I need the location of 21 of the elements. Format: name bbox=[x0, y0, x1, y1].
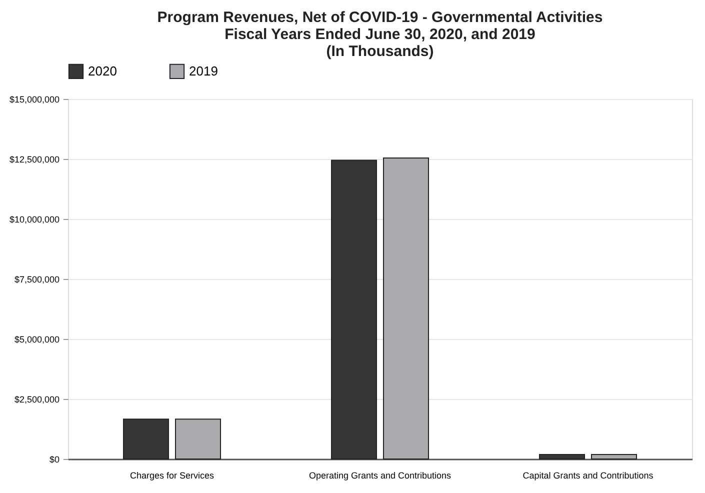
x-tick-label: Charges for Services bbox=[130, 470, 215, 480]
y-tick-label: $2,500,000 bbox=[14, 394, 60, 404]
bar bbox=[383, 158, 429, 460]
text: Program Revenues, Net of COVID-19 - Governmental Activities bbox=[157, 9, 603, 26]
bar bbox=[175, 418, 221, 460]
bar bbox=[591, 454, 637, 460]
bar bbox=[539, 454, 585, 460]
legend-label: 2020 bbox=[88, 63, 117, 78]
y-tick-label: $12,500,000 bbox=[9, 154, 60, 164]
legend-label: 2019 bbox=[189, 63, 218, 78]
y-tick-label: $15,000,000 bbox=[9, 94, 60, 104]
y-tick-label: $0 bbox=[49, 454, 60, 464]
text: (In Thousands) bbox=[326, 43, 434, 60]
y-tick-label: $10,000,000 bbox=[9, 214, 60, 224]
x-tick-label: Capital Grants and Contributions bbox=[522, 470, 654, 480]
x-tick-label: Operating Grants and Contributions bbox=[308, 470, 452, 480]
y-tick-label: $5,000,000 bbox=[14, 334, 60, 344]
y-tick-label: $7,500,000 bbox=[14, 274, 60, 284]
bar bbox=[331, 160, 377, 460]
text: Fiscal Years Ended June 30, 2020, and 2019 bbox=[224, 26, 536, 43]
bar bbox=[123, 418, 169, 460]
